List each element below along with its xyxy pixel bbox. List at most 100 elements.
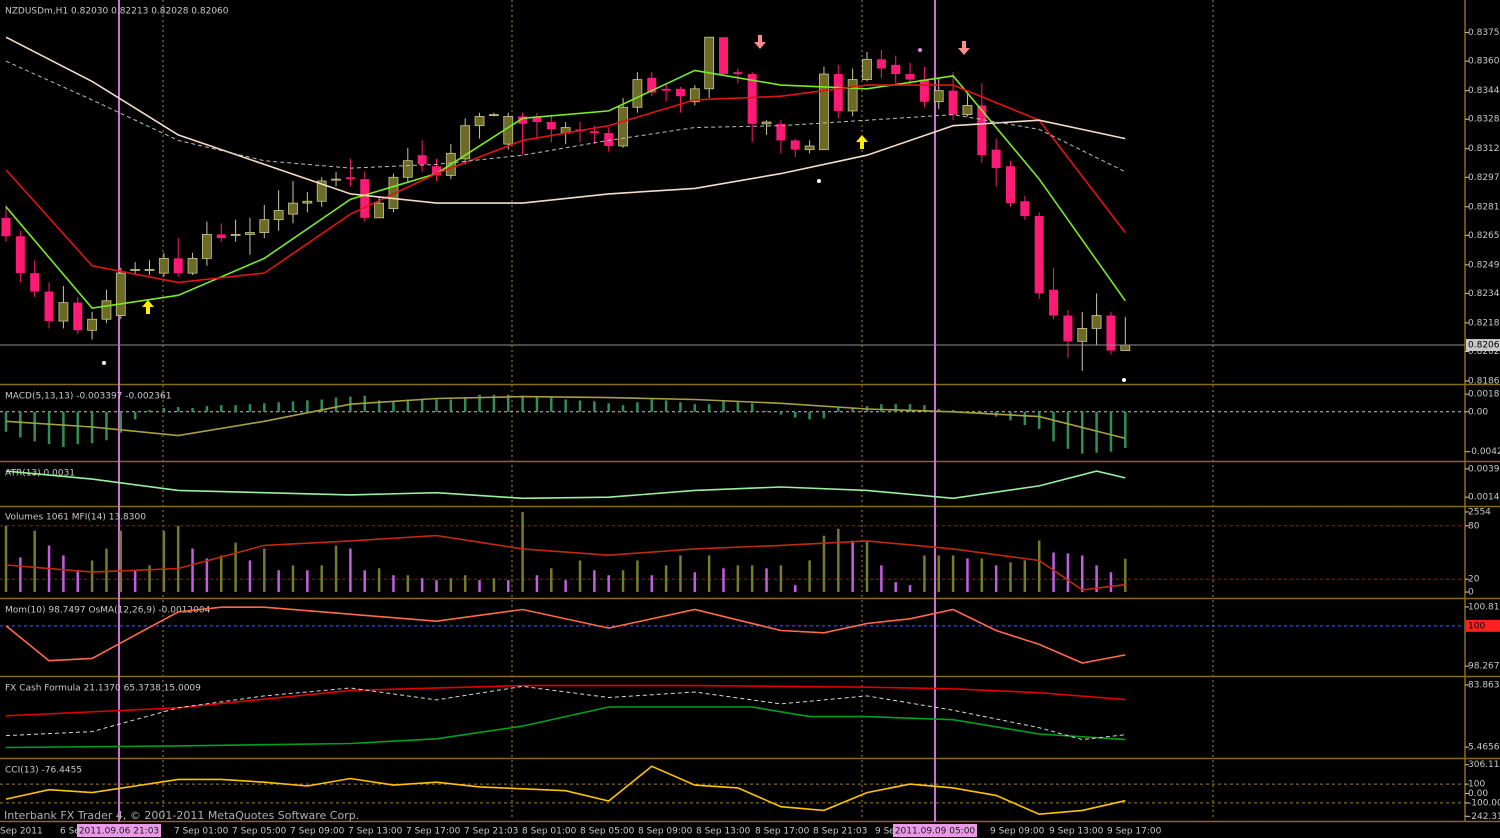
fractal-dot (102, 361, 106, 365)
indicator-line (5, 606, 1126, 664)
y-tick-label: 0.00 (1468, 407, 1488, 417)
bar (478, 394, 481, 412)
indicator-line (5, 69, 1126, 310)
candle-body (144, 269, 155, 271)
candle-body (704, 36, 715, 90)
bar (880, 565, 883, 593)
bar (564, 580, 567, 593)
x-tick-label: 7 Sep 09:00 (290, 827, 345, 837)
candle-body (790, 140, 800, 150)
indicator-line (5, 684, 1126, 717)
bar (1066, 553, 1070, 593)
bar (449, 399, 453, 412)
candle-body (833, 74, 843, 111)
candle-body (819, 73, 829, 151)
bar (263, 403, 266, 412)
candle-body (532, 116, 542, 122)
bar (76, 570, 79, 593)
candle-body (919, 79, 929, 102)
bar (478, 580, 481, 593)
candle-body (187, 257, 198, 274)
bar (320, 399, 323, 412)
bar (535, 396, 539, 412)
bar (1095, 565, 1098, 593)
bar (19, 411, 22, 438)
bar (349, 548, 352, 593)
bar (707, 555, 711, 593)
x-tick-label: Sep 2011 (0, 827, 43, 837)
bar (994, 565, 998, 593)
bar (392, 575, 395, 593)
x-tick-label: 6 Se (60, 827, 80, 837)
bar (808, 560, 811, 593)
bar (951, 555, 955, 593)
candle-body (1034, 216, 1044, 294)
candle-body (288, 202, 298, 215)
bar (937, 408, 940, 412)
bar (291, 401, 295, 412)
candle-body (589, 131, 599, 134)
candle-body (689, 88, 700, 103)
buy-arrow (142, 300, 154, 314)
x-tick-label: 7 Sep 05:00 (232, 827, 287, 837)
bar (320, 565, 323, 593)
fractal-dot (817, 179, 821, 183)
bar (1052, 411, 1055, 442)
panel-title: FX Cash Formula 21.1370 65.3738 15.0009 (5, 684, 201, 694)
candle-body (402, 160, 413, 178)
bar (908, 404, 912, 412)
candle-body (948, 90, 958, 115)
candle-body (273, 210, 284, 221)
bar (607, 403, 610, 412)
candle-body (388, 176, 399, 210)
bar (33, 411, 36, 442)
y-tick-label: 0.83285 (1468, 115, 1500, 125)
candle-body (546, 121, 556, 130)
time-marker-box (893, 824, 977, 837)
candle-body (417, 155, 427, 165)
x-tick-label: 8 Sep 21:03 (813, 827, 867, 837)
bar (176, 407, 180, 412)
bar (650, 399, 653, 412)
bar (837, 528, 840, 593)
bar (894, 582, 897, 593)
bar (621, 570, 625, 593)
bar (1052, 552, 1055, 593)
bar (750, 403, 754, 412)
candle-body (302, 200, 313, 204)
bar (119, 411, 123, 433)
indicator-line (5, 84, 1126, 284)
bar (736, 565, 740, 593)
candle-body (488, 114, 499, 117)
candle-body (259, 219, 270, 233)
bar (162, 530, 166, 593)
bar (564, 399, 567, 412)
bar (19, 557, 22, 593)
candle-body (761, 121, 772, 125)
level-box-label: 100 (1468, 621, 1485, 631)
bar (707, 404, 711, 412)
candle-body (87, 318, 97, 331)
candle-body (891, 64, 901, 75)
bar (507, 580, 510, 593)
bar (779, 565, 783, 593)
candle-body (862, 58, 872, 81)
fractal-dot (918, 48, 922, 52)
x-tick-label: 7 Sep 17:00 (406, 827, 461, 837)
x-tick-label: 8 Sep 13:00 (696, 827, 751, 837)
y-tick-label: 100.8127 (1468, 602, 1500, 612)
bar (636, 560, 639, 593)
candle-body (1006, 166, 1015, 204)
bar (937, 555, 940, 593)
bar (951, 409, 955, 412)
bar (492, 394, 496, 412)
candle-body (733, 72, 743, 75)
candle-body (374, 202, 385, 219)
bar (62, 555, 65, 593)
candle-body (1120, 344, 1131, 351)
y-tick-label: 0.83755 (1468, 28, 1500, 38)
bar (607, 575, 610, 593)
